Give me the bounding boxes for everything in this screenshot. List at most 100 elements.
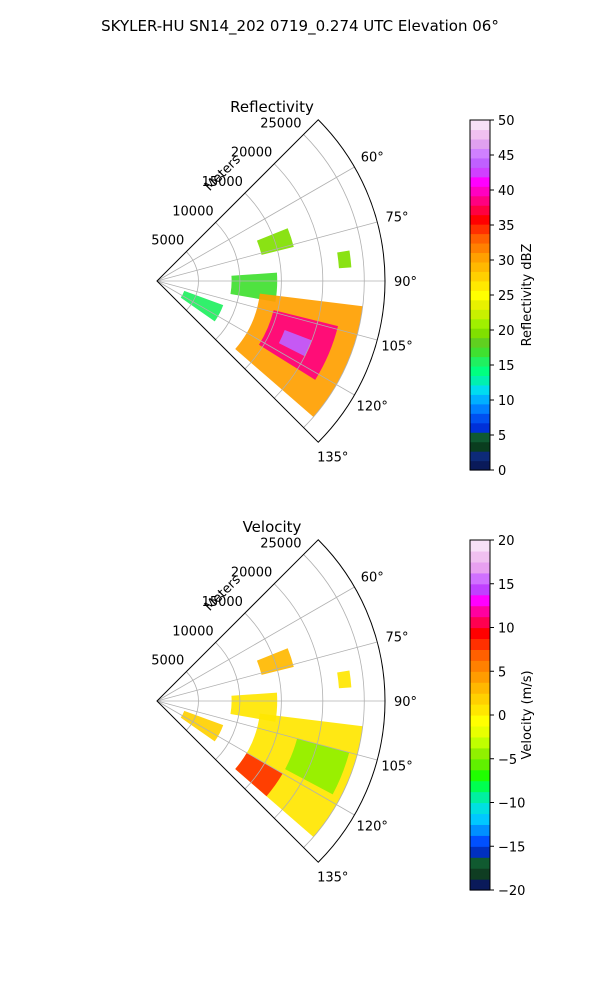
theta-tick-label: 135° bbox=[317, 451, 348, 466]
colorbar-swatch bbox=[470, 802, 490, 815]
colorbar-swatch bbox=[470, 561, 490, 574]
colorbar-swatch bbox=[470, 205, 490, 216]
theta-tick-label: 75° bbox=[386, 211, 409, 226]
colorbar-swatch bbox=[470, 780, 490, 793]
colorbar-swatch bbox=[470, 460, 490, 471]
colorbar-tick-label: 20 bbox=[498, 534, 515, 549]
colorbar-tick-label: 0 bbox=[498, 464, 506, 479]
colorbar-swatch bbox=[470, 616, 490, 629]
colorbar-swatch bbox=[470, 715, 490, 727]
r-tick-label: 10000 bbox=[172, 624, 213, 639]
colorbar-tick-label: 50 bbox=[498, 114, 515, 129]
r-tick-label: 5000 bbox=[151, 654, 184, 669]
colorbar-swatch bbox=[470, 356, 490, 367]
colorbar-swatch bbox=[470, 195, 490, 206]
colorbar-tick-label: 15 bbox=[498, 578, 515, 593]
echo-region bbox=[285, 738, 350, 795]
colorbar-swatch bbox=[470, 299, 490, 310]
echo-region bbox=[337, 250, 352, 269]
sector-frame bbox=[156, 539, 386, 863]
colorbar-tick-label: 40 bbox=[498, 184, 515, 199]
colorbar-swatch bbox=[470, 660, 490, 672]
colorbar-tick-label: 10 bbox=[498, 622, 515, 637]
reflectivity-panel: Reflectivity60°75°90°105°120°135°5000100… bbox=[151, 98, 535, 479]
grid-lines bbox=[156, 134, 385, 428]
colorbar-tick-label: 0 bbox=[498, 709, 506, 724]
colorbar-swatch bbox=[470, 290, 490, 301]
colorbar: −20 −15 −10 −5 0 5 10 15 20 Velocity (m/s) bbox=[469, 534, 535, 899]
colorbar-swatch bbox=[470, 280, 490, 291]
colorbar-swatch bbox=[470, 649, 490, 661]
colorbar-swatch bbox=[470, 233, 490, 244]
theta-tick-label: 90° bbox=[394, 275, 417, 290]
colorbar-swatch bbox=[470, 242, 490, 254]
colorbar-swatch bbox=[470, 318, 490, 329]
colorbar-swatch bbox=[470, 693, 490, 705]
colorbar-swatch bbox=[470, 403, 490, 414]
colorbar-tick-label: 30 bbox=[498, 254, 515, 269]
colorbar-swatch bbox=[470, 736, 490, 749]
colorbar-swatch bbox=[470, 813, 490, 825]
theta-tick-label: 75° bbox=[386, 631, 409, 646]
theta-tick-label: 60° bbox=[361, 571, 384, 586]
colorbar-label: Reflectivity dBZ bbox=[520, 244, 535, 347]
r-tick-label: 10000 bbox=[172, 204, 213, 219]
colorbar-swatch bbox=[470, 252, 490, 263]
colorbar-swatch bbox=[470, 846, 490, 858]
colorbar-tick-label: 25 bbox=[498, 289, 515, 304]
colorbar-swatch bbox=[470, 725, 490, 738]
colorbar-tick-label: −15 bbox=[498, 840, 525, 855]
colorbar-swatch bbox=[470, 422, 490, 433]
radial-gridline bbox=[156, 586, 355, 702]
panel-title: Velocity bbox=[243, 518, 302, 536]
figure-suptitle: SKYLER-HU SN14_202 0719_0.274 UTC Elevat… bbox=[101, 17, 499, 36]
theta-tick-label: 60° bbox=[361, 151, 384, 166]
colorbar-swatch bbox=[470, 394, 490, 405]
colorbar-swatch bbox=[470, 441, 490, 452]
velocity-panel: Velocity 60° 75° 90° 105° 120° 135° 5000 10000 15… bbox=[151, 518, 535, 899]
colorbar-swatch bbox=[470, 271, 490, 282]
colorbar-swatch bbox=[470, 214, 490, 225]
r-tick-label: 5000 bbox=[151, 234, 184, 249]
colorbar-tick-label: 5 bbox=[498, 665, 506, 680]
colorbar-tick-label: 20 bbox=[498, 324, 515, 339]
colorbar-swatch bbox=[470, 835, 490, 847]
sector-frame bbox=[156, 119, 386, 443]
radial-gridline bbox=[156, 700, 355, 816]
colorbar-tick-label: −20 bbox=[498, 884, 525, 899]
colorbar-swatch bbox=[470, 572, 490, 585]
theta-tick-label: 120° bbox=[357, 399, 388, 414]
colorbar-swatch bbox=[470, 704, 490, 716]
colorbar-swatch bbox=[470, 384, 490, 395]
colorbar-tick-label: 45 bbox=[498, 149, 515, 164]
colorbar-swatch bbox=[470, 682, 490, 694]
colorbar-swatch bbox=[470, 540, 490, 552]
colorbar-tick-label: −5 bbox=[498, 753, 517, 768]
colorbar-swatch bbox=[470, 451, 490, 462]
colorbar-swatch bbox=[470, 868, 490, 880]
colorbar-tick-label: 15 bbox=[498, 359, 515, 374]
panel-title: Reflectivity bbox=[230, 98, 314, 116]
echo-layer bbox=[180, 228, 363, 417]
colorbar-swatch bbox=[470, 879, 490, 891]
colorbar-swatch bbox=[470, 413, 490, 424]
colorbar-swatch bbox=[470, 671, 490, 683]
theta-tick-label: 135° bbox=[317, 871, 348, 886]
colorbar-swatch bbox=[470, 747, 490, 760]
colorbar-swatch bbox=[470, 758, 490, 771]
theta-tick-label: 90° bbox=[394, 695, 417, 710]
colorbar-swatch bbox=[470, 337, 490, 348]
colorbar: 0 5 10 15 20 25 30 35 40 45 50 Reflectivity dBZ bbox=[469, 114, 535, 479]
echo-region bbox=[337, 670, 352, 689]
colorbar-tick-label: −10 bbox=[498, 797, 525, 812]
echo-region bbox=[180, 290, 224, 322]
r-tick-label: 25000 bbox=[260, 536, 301, 551]
colorbar-swatch bbox=[470, 769, 490, 782]
colorbar-swatch bbox=[470, 627, 490, 640]
colorbar-swatch bbox=[470, 375, 490, 386]
colorbar-swatch bbox=[470, 186, 490, 197]
colorbar-swatch bbox=[470, 148, 490, 159]
colorbar-swatch bbox=[470, 224, 490, 235]
colorbar-tick-label: 35 bbox=[498, 219, 515, 234]
